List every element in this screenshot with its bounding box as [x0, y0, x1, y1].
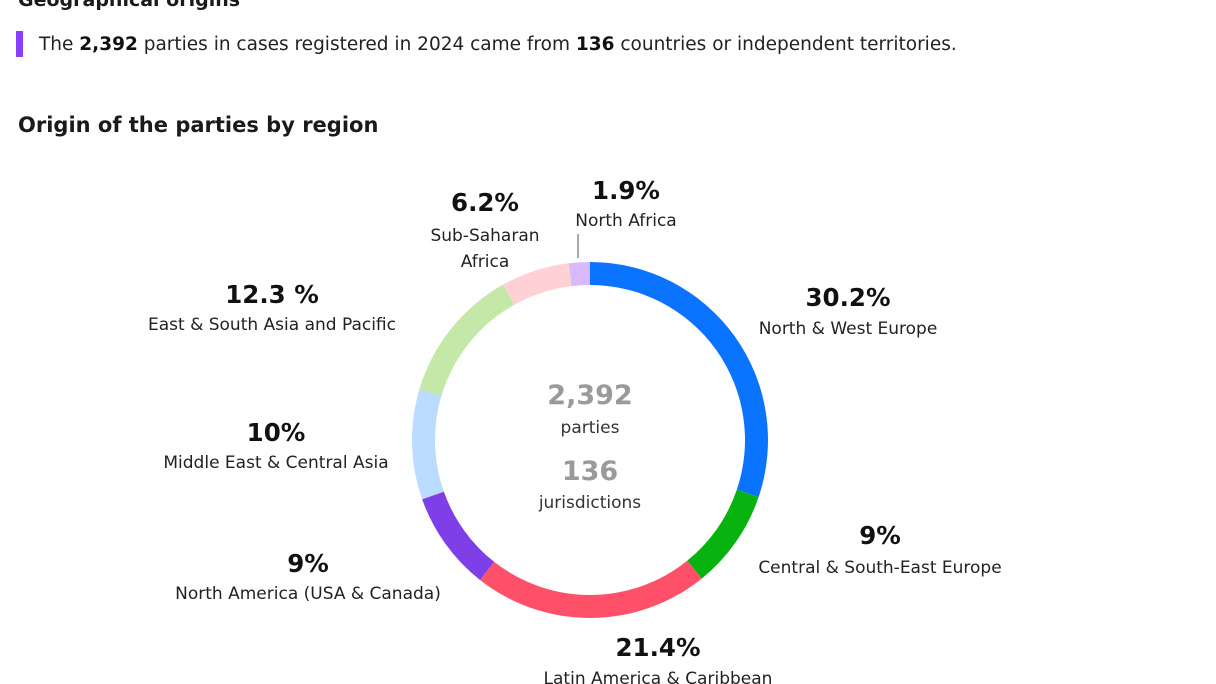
region-label: Latin America & Caribbean — [544, 669, 773, 684]
percent-label: 21.4% — [616, 633, 701, 662]
percent-label: 6.2% — [451, 188, 519, 217]
slice-north-west-europe — [590, 262, 769, 498]
region-label: North America (USA & Canada) — [175, 584, 441, 604]
percent-label: 9% — [859, 521, 901, 550]
slice-central-south-east-europe — [687, 489, 759, 579]
slice-latin-america-caribbean — [480, 560, 702, 619]
countries-count: 136 — [575, 33, 615, 55]
parties-count: 2,392 — [79, 33, 138, 55]
center-parties-value: 2,392 — [547, 380, 632, 411]
region-label: Africa — [461, 252, 510, 272]
intro-text: The 2,392 parties in cases registered in… — [39, 33, 957, 55]
section-title: Geographical origins — [18, 0, 241, 11]
percent-label: 10% — [247, 418, 306, 447]
region-label: North Africa — [575, 211, 676, 231]
slice-north-america-usa-canada — [422, 491, 495, 580]
percent-label: 1.9% — [592, 176, 660, 205]
slice-north-africa — [568, 262, 590, 287]
region-label: North & West Europe — [759, 319, 938, 339]
intro-line: The 2,392 parties in cases registered in… — [16, 31, 957, 57]
chart-title: Origin of the parties by region — [18, 113, 379, 137]
center-jurisdictions-label: jurisdictions — [538, 493, 641, 513]
region-label: East & South Asia and Pacific — [148, 315, 396, 335]
region-label: Sub-Saharan — [430, 226, 539, 246]
percent-label: 30.2% — [806, 283, 891, 312]
slice-sub-saharan-africa — [503, 263, 572, 305]
percent-label: 12.3 % — [225, 280, 319, 309]
slice-middle-east-central-asia — [411, 389, 444, 500]
center-parties-label: parties — [561, 418, 620, 438]
percent-label: 9% — [287, 549, 329, 578]
slice-east-south-asia-and-pacific — [419, 284, 515, 396]
region-label: Middle East & Central Asia — [163, 453, 388, 473]
accent-bar — [16, 31, 23, 57]
region-label: Central & South-East Europe — [758, 558, 1001, 578]
center-jurisdictions-value: 136 — [562, 456, 618, 487]
